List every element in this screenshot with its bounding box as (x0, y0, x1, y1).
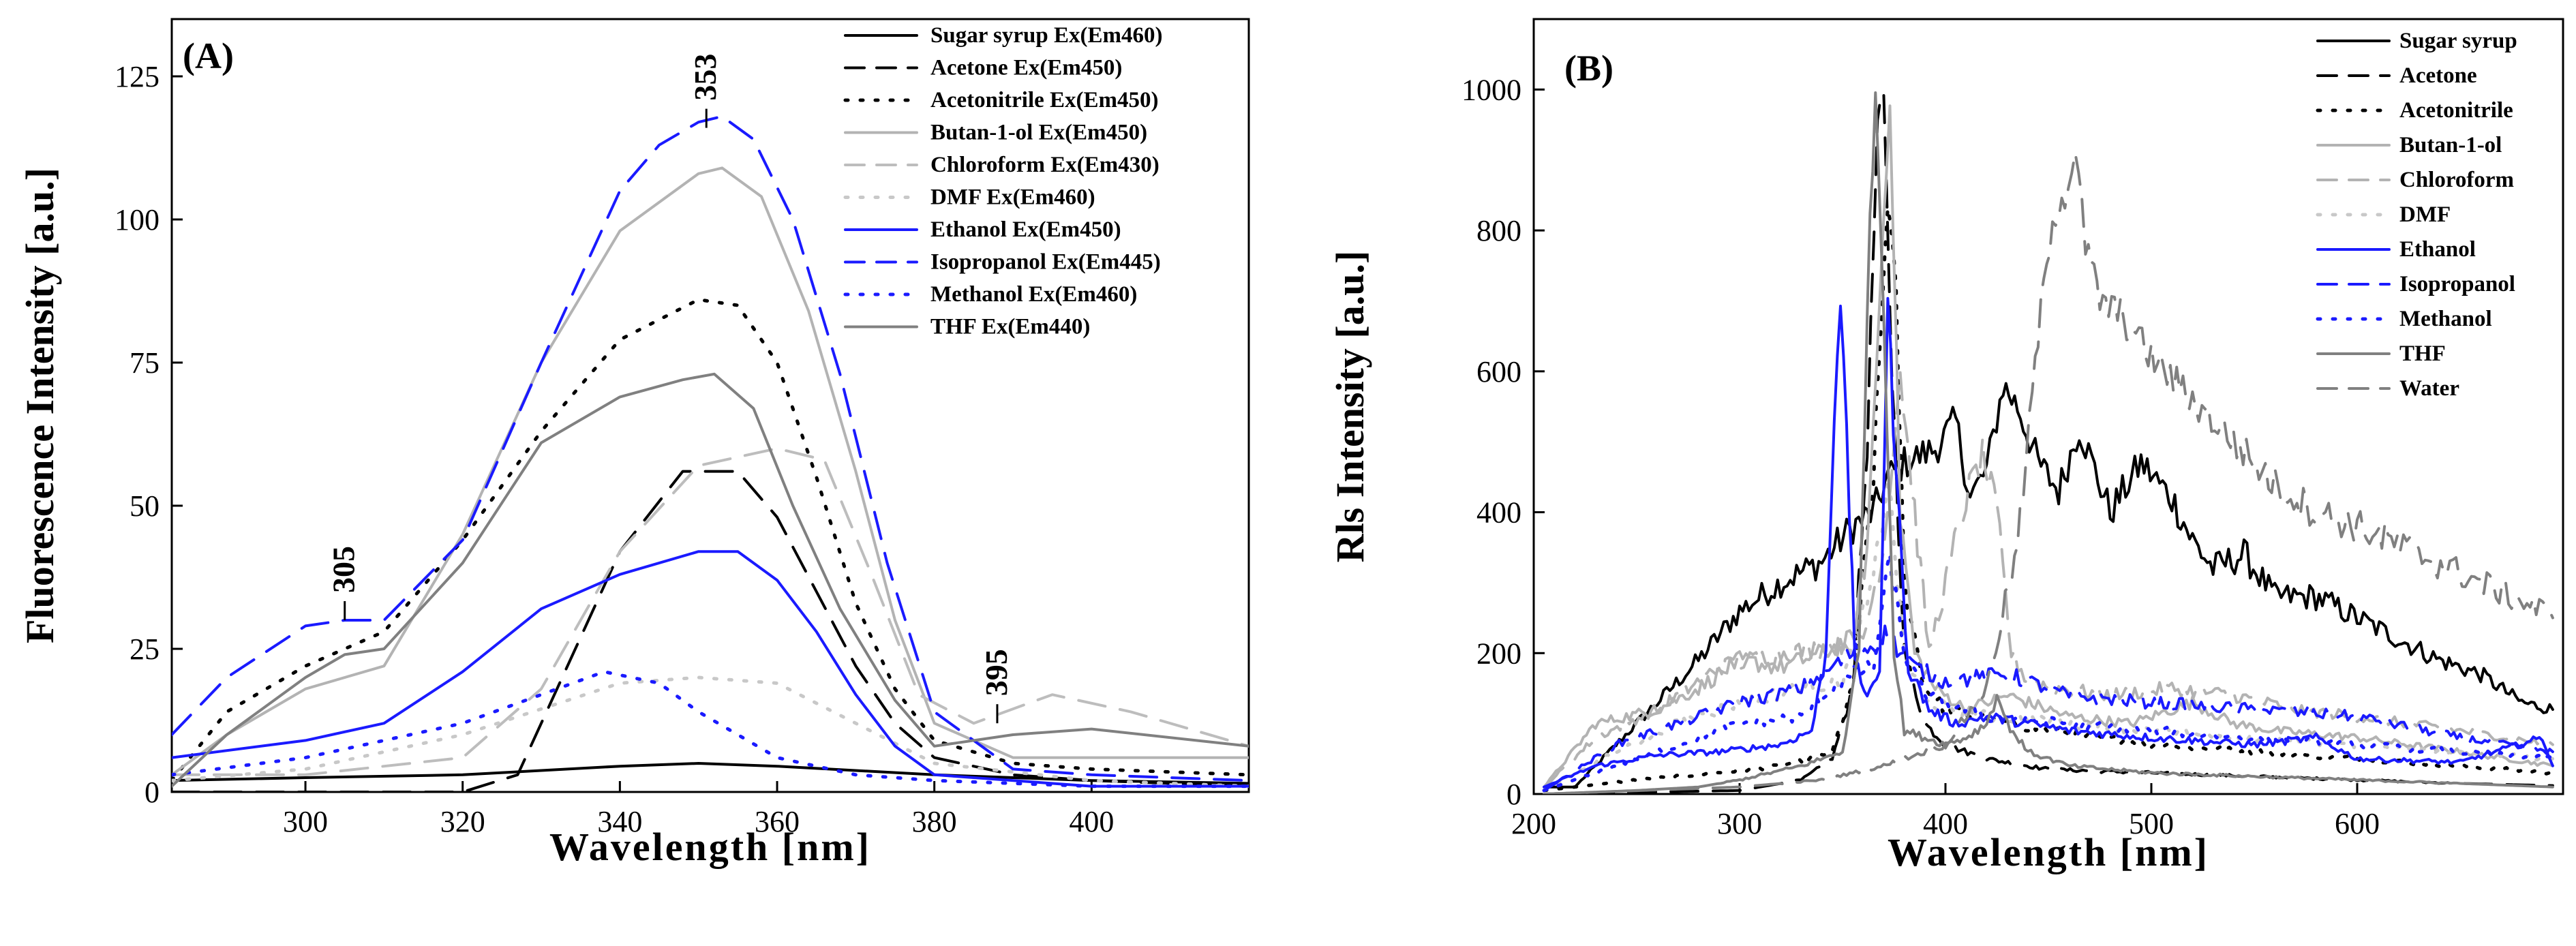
series-line-sugar-syrup-ex-em460 (172, 762, 1249, 785)
legend-entry: Butan-1-ol (2399, 133, 2502, 157)
x-tick-label: 400 (1069, 805, 1114, 838)
legend-entry: Chloroform Ex(Em430) (930, 153, 1160, 177)
legend-entry: Sugar syrup Ex(Em460) (930, 23, 1162, 48)
y-tick-label: 1000 (1461, 73, 1521, 106)
panel-label: (B) (1564, 48, 1613, 89)
annotation-label: 395 (979, 649, 1014, 696)
y-axis-label: Rls Intensity [a.u.] (1328, 251, 1372, 563)
annotation-label: 305 (327, 546, 361, 593)
x-tick-label: 200 (1511, 807, 1556, 840)
x-tick-label: 600 (2335, 807, 2380, 840)
y-tick-label: 800 (1476, 214, 1521, 247)
series-line-methanol-ex-em460 (172, 670, 1249, 789)
legend-entry: Water (2399, 376, 2459, 401)
x-tick-label: 380 (912, 805, 957, 838)
panel-a-chart: 300 320 340 360 380 400 0 25 50 75 100 125 Wavelengt… (18, 18, 1250, 869)
legend: Sugar syrup Ex(Em460) Acetone Ex(Em450) Ac… (843, 23, 1162, 339)
y-tick-label: 50 (130, 489, 160, 523)
y-tick-label: 200 (1476, 637, 1521, 670)
series-line-acetone-ex-em450 (172, 470, 1249, 792)
x-tick-label: 400 (1923, 807, 1968, 840)
series-line-sugar-syrup (1543, 382, 2554, 789)
series-line-water (1543, 151, 2554, 794)
y-tick-label: 25 (130, 632, 160, 666)
series-line-dmf-ex-em460 (172, 675, 1249, 789)
x-axis-label: Wavelength [nm] (1888, 830, 2209, 874)
legend-entry: THF Ex(Em440) (930, 315, 1090, 339)
legend-entry: Acetonitrile (2399, 98, 2513, 123)
y-tick-label: 400 (1476, 496, 1521, 530)
y-tick-label: 600 (1476, 355, 1521, 388)
x-tick-label: 500 (2129, 807, 2174, 840)
y-tick-label: 125 (115, 60, 160, 93)
series-line-methanol (1542, 551, 2555, 793)
series-line-chloroform-ex-em430 (172, 447, 1249, 776)
panel-b-chart: 200 300 400 500 60002004006008001000Waveleng… (1328, 18, 2564, 874)
legend-entry: Isopropanol Ex(Em445) (930, 250, 1161, 275)
y-tick-label: 100 (115, 203, 160, 236)
legend-entry: Ethanol Ex(Em450) (930, 217, 1121, 242)
x-axis-label: Wavelength [nm] (549, 825, 871, 869)
legend-entry: Acetone Ex(Em450) (930, 56, 1122, 80)
plot-frame (1532, 18, 2564, 795)
legend-entry: Ethanol (2399, 237, 2476, 262)
legend-entry: DMF Ex(Em460) (930, 185, 1095, 210)
legend-entry: Methanol (2399, 307, 2492, 331)
legend-entry: Acetonitrile Ex(Em450) (930, 88, 1159, 112)
series-line-isopropanol (1543, 624, 2554, 792)
legend-entry: DMF (2399, 202, 2451, 227)
panel-label: (A) (183, 35, 234, 76)
legend: Sugar syrup Acetone Acetonitrile Butan-1-ol… (2316, 29, 2517, 401)
legend-entry: THF (2399, 341, 2446, 366)
series-line-thf-ex-em440 (172, 372, 1249, 788)
series-line-dmf (1542, 483, 2555, 793)
plot-frame (170, 18, 1250, 793)
y-tick-label: 0 (1506, 778, 1521, 811)
x-tick-label: 340 (597, 805, 642, 838)
legend-entry: Butan-1-ol Ex(Em450) (930, 121, 1147, 145)
x-tick-label: 300 (1717, 807, 1762, 840)
series-line-ethanol (1543, 296, 2554, 789)
legend-entry: Sugar syrup (2399, 29, 2517, 53)
y-axis-label: Fluorescence Intensity [a.u.] (18, 168, 62, 643)
x-tick-label: 300 (283, 805, 328, 838)
series-line-thf (1543, 91, 2554, 794)
x-tick-label: 320 (440, 805, 485, 838)
series-line-ethanol-ex-em450 (172, 550, 1249, 788)
series-group (1542, 91, 2555, 794)
y-tick-label: 0 (145, 776, 160, 809)
series-line-acetonitrile-ex-em450 (172, 298, 1249, 782)
legend-entry: Acetone (2399, 63, 2477, 88)
series-line-acetonitrile (1542, 206, 2555, 793)
legend-entry: Chloroform (2399, 168, 2514, 192)
legend-entry: Methanol Ex(Em460) (930, 282, 1137, 307)
series-line-butan-1-ol-ex-em450 (172, 166, 1249, 776)
y-tick-label: 75 (130, 346, 160, 380)
annotation-label: 353 (688, 54, 723, 101)
legend-entry: Isopropanol (2399, 272, 2515, 296)
series-group (172, 115, 1249, 792)
x-tick-label: 360 (755, 805, 800, 838)
